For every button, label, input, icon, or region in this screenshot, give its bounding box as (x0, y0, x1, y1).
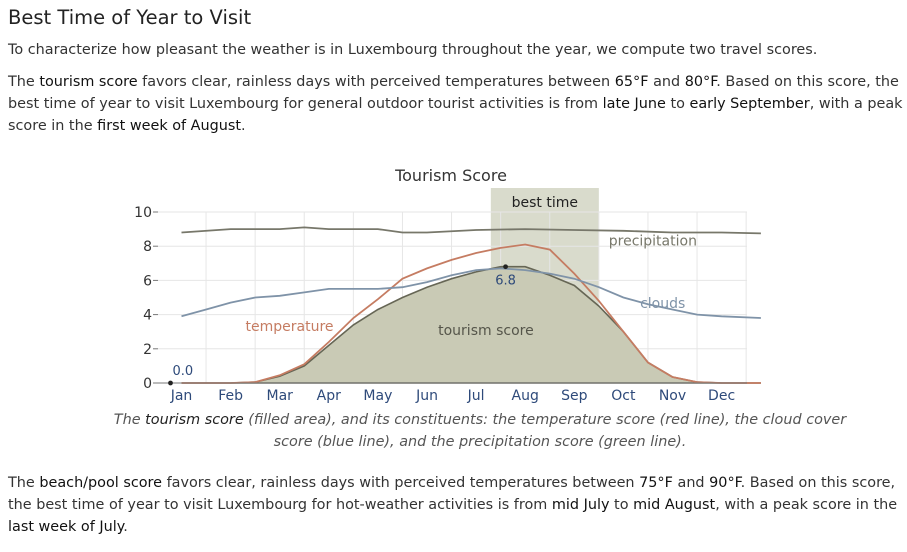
min-score-marker (168, 380, 173, 386)
temperature-series-label: temperature (246, 319, 334, 335)
beach-paragraph: The beach/pool score favors clear, rainl… (8, 472, 903, 538)
text-span: The (113, 412, 146, 428)
chart-title: Tourism Score (394, 166, 507, 185)
x-tick-label: Feb (218, 388, 243, 404)
text-span: . Based on this score, the best time of … (8, 74, 899, 112)
best-time-start: late June (602, 96, 666, 112)
temp-low: 75°F (639, 475, 673, 491)
x-tick-label: Jan (170, 388, 193, 404)
x-tick-label: Dec (708, 388, 735, 404)
text-span: . (241, 118, 246, 134)
precipitation-score-line (181, 226, 761, 235)
clouds-series-label: clouds (640, 296, 685, 312)
y-tick-label: 4 (143, 308, 152, 324)
max-score-label: 6.8 (495, 274, 516, 289)
text-span: , with a peak score in the (8, 96, 903, 134)
beach-score-term: beach/pool score (39, 475, 163, 491)
x-tick-label: Sep (561, 388, 588, 404)
text-span: (filled area), and its constituents: the… (243, 412, 847, 450)
text-span: and (672, 475, 710, 491)
cloud-score-line (181, 267, 761, 319)
text-span: The (8, 475, 40, 491)
text-span: , with a peak score in the (715, 497, 898, 513)
temperature-score-line (181, 243, 761, 384)
x-tick-label: May (363, 388, 392, 404)
y-tick-label: 2 (143, 342, 152, 358)
tourism-score-term: tourism score (39, 74, 138, 90)
x-tick-label: Jun (415, 388, 438, 404)
max-score-marker (503, 264, 508, 270)
y-tick-label: 0 (143, 376, 152, 392)
peak-time: first week of August (97, 118, 242, 134)
text-span: . (123, 519, 128, 535)
min-score-label: 0.0 (173, 364, 194, 379)
text-span: favors clear, rainless days with perceiv… (162, 475, 640, 491)
x-tick-label: Mar (266, 388, 293, 404)
tourism-paragraph: The tourism score favors clear, rainless… (8, 71, 903, 137)
x-tick-label: Apr (317, 388, 341, 404)
y-tick-label: 8 (143, 239, 152, 255)
best-time-label: best time (512, 195, 578, 211)
best-time-end: early September (689, 96, 810, 112)
chart-caption: The tourism score (filled area), and its… (100, 409, 860, 453)
text-span: favors clear, rainless days with perceiv… (137, 74, 615, 90)
x-tick-label: Oct (611, 388, 636, 404)
text-span: . Based on this score, the best time of … (8, 475, 896, 513)
temp-low: 65°F (614, 74, 649, 90)
y-axis: 0 2 4 6 8 10 (134, 205, 158, 392)
peak-time: last week of July (8, 519, 124, 535)
best-time-start: mid July (551, 497, 610, 513)
text-span: and (648, 74, 685, 90)
x-tick-label: Jul (467, 388, 485, 404)
text-span: The (8, 74, 40, 90)
caption-score-term: tourism score (145, 412, 244, 428)
intro-paragraph: To characterize how pleasant the weather… (8, 42, 818, 58)
best-time-end: mid August (633, 497, 716, 513)
temp-high: 80°F (684, 74, 717, 90)
text-span: to (665, 96, 690, 112)
y-tick-label: 6 (143, 273, 152, 289)
precipitation-series-label: precipitation (609, 233, 697, 249)
text-span: to (609, 497, 634, 513)
x-axis: Jan Feb Mar Apr May Jun Jul Aug Sep Oct Nov Dec (170, 388, 735, 404)
x-tick-label: Aug (512, 388, 539, 404)
temp-high: 90°F (709, 475, 741, 491)
x-tick-label: Nov (659, 388, 686, 404)
y-tick-label: 10 (134, 205, 152, 221)
tourism-score-series-label: tourism score (438, 323, 534, 339)
section-title: Best Time of Year to Visit (8, 6, 252, 29)
